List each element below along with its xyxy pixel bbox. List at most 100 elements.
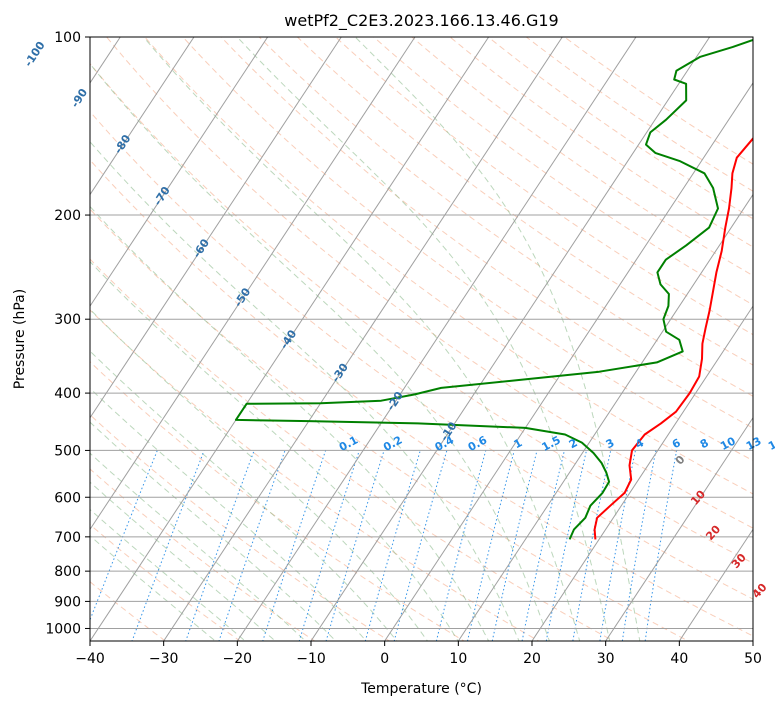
- x-tick-label: 40: [670, 651, 688, 667]
- isotherm-line: [310, 37, 711, 641]
- sounding-profiles: [234, 38, 753, 540]
- dry-adiabat: [372, 37, 753, 306]
- isotherm-label: -90: [68, 86, 90, 110]
- isotherm-label: -80: [112, 132, 134, 156]
- moist-adiabat: [90, 421, 337, 641]
- x-axis-ticks: −40 −30 −20 −10 0 10 20 30 40 50: [75, 641, 762, 667]
- y-tick-label: 500: [54, 443, 81, 459]
- x-tick-label: 0: [380, 651, 389, 667]
- moist-adiabat: [90, 205, 490, 641]
- isotherm-line: [90, 37, 342, 419]
- x-tick-label: 10: [449, 651, 467, 667]
- mixing-ratio-label: 8: [698, 436, 711, 451]
- mixing-ratio-label: 16: [766, 434, 775, 453]
- moist-adiabat: [90, 452, 307, 641]
- y-tick-label: 200: [54, 208, 81, 224]
- dry-adiabat: [90, 468, 316, 641]
- isotherm-line: [90, 37, 416, 531]
- moist-adiabat: [90, 308, 429, 641]
- mixing-ratio-label: 1.5: [540, 433, 563, 454]
- mixing-ratio-line: [393, 450, 448, 641]
- dry-adiabat-label: 20: [703, 523, 723, 543]
- y-tick-label: 900: [54, 594, 81, 610]
- moist-adiabat: [354, 37, 641, 641]
- dry-adiabat: [90, 309, 540, 641]
- isotherm-label: -100: [22, 39, 48, 69]
- isotherm-label: -40: [278, 327, 300, 351]
- isotherm-line: [90, 37, 195, 196]
- mixing-ratio-label: 4: [633, 436, 646, 451]
- background-guides: [90, 37, 753, 641]
- x-tick-label: 20: [523, 651, 541, 667]
- x-tick-label: 50: [744, 651, 762, 667]
- dry-adiabat-label: 0: [673, 453, 688, 468]
- mixing-ratio-label: 1: [512, 436, 525, 451]
- moist-adiabat: [90, 387, 367, 641]
- dry-adiabat: [90, 62, 753, 564]
- y-axis-label: Pressure (hPa): [12, 289, 28, 389]
- y-tick-label: 400: [54, 386, 81, 402]
- isotherm-line: [678, 528, 753, 641]
- moist-adiabat: [90, 63, 550, 641]
- mixing-ratio-line: [644, 450, 678, 641]
- x-tick-label: 30: [597, 651, 615, 667]
- moist-adiabat: [90, 141, 520, 641]
- isotherm-line: [90, 37, 490, 641]
- isotherm-line: [752, 640, 753, 641]
- y-tick-label: 800: [54, 564, 81, 580]
- moist-adiabat: [90, 508, 246, 641]
- dry-adiabat: [296, 37, 753, 366]
- mixing-ratio-label: 13: [744, 434, 764, 453]
- isotherm-line: [457, 193, 753, 641]
- isotherm-line: [90, 37, 269, 308]
- isotherm-label: -20: [384, 389, 406, 413]
- isotherm-line: [236, 37, 637, 641]
- dry-adiabat: [90, 258, 615, 641]
- x-tick-label: −10: [296, 651, 326, 667]
- dry-adiabat: [90, 523, 241, 641]
- dry-adiabat-label: 30: [729, 551, 749, 571]
- y-tick-label: 300: [54, 312, 81, 328]
- y-tick-label: 100: [54, 30, 81, 46]
- mixing-ratio-label: 0.1: [337, 433, 360, 454]
- mixing-ratio-label: 3: [604, 436, 617, 451]
- mixing-ratio-line: [491, 450, 538, 641]
- mixing-ratio-label: 2: [567, 436, 580, 451]
- dry-adiabat: [220, 37, 753, 429]
- dry-adiabat: [90, 208, 690, 641]
- moist-adiabat: [143, 37, 581, 641]
- y-tick-label: 700: [54, 530, 81, 546]
- moist-adiabat: [90, 535, 217, 641]
- y-axis-ticks: 100 200 300 400 500 600 700 800 900 1000: [45, 30, 90, 637]
- isotherm-line: [163, 37, 563, 641]
- y-tick-label: 1000: [45, 621, 81, 637]
- isotherm-line: [605, 416, 753, 641]
- x-tick-label: −40: [75, 651, 105, 667]
- mixing-ratio-line: [364, 450, 421, 641]
- isotherm-line: [531, 305, 753, 641]
- dry-adiabat: [90, 414, 391, 641]
- dry-adiabat: [90, 361, 466, 641]
- mixing-ratio-line: [521, 450, 565, 641]
- mixing-ratio-line: [90, 450, 158, 622]
- dry-adiabat: [449, 37, 753, 248]
- mixing-ratio-label: 10: [718, 434, 738, 453]
- x-axis-label: Temperature (°C): [360, 681, 482, 697]
- dry-adiabat: [90, 581, 167, 641]
- temperature-profile: [593, 136, 753, 540]
- isotherm-label: -60: [190, 236, 212, 260]
- isotherm-line: [384, 82, 753, 641]
- x-tick-label: −30: [149, 651, 179, 667]
- moist-adiabat: [90, 350, 398, 641]
- x-tick-label: −20: [223, 651, 253, 667]
- y-tick-label: 600: [54, 490, 81, 506]
- moist-adiabat: [90, 481, 276, 641]
- dry-adiabat: [182, 37, 753, 462]
- isotherm-label: -70: [151, 184, 173, 208]
- mixing-ratio-label: 0.2: [381, 433, 404, 454]
- isotherm-label: -30: [329, 361, 351, 385]
- dry-adiabat: [334, 37, 753, 336]
- chart-title: wetPf2_C2E3.2023.166.13.46.G19: [284, 11, 558, 31]
- dewpoint-profile: [234, 38, 753, 540]
